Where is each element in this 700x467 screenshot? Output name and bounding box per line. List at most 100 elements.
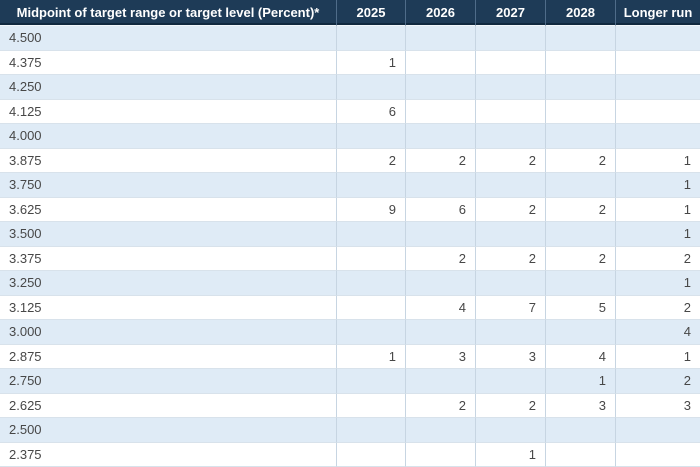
table-row: 3.000 4 [0,320,700,345]
count-longer-run [616,124,700,149]
count-2027 [476,418,546,443]
count-2026: 4 [406,295,476,320]
count-2027: 2 [476,393,546,418]
rate-label: 4.125 [0,99,337,124]
rate-label: 2.625 [0,393,337,418]
count-2027: 3 [476,344,546,369]
count-2028: 4 [546,344,616,369]
count-longer-run: 2 [616,296,700,320]
count-2026 [406,271,476,296]
count-2025 [337,295,406,320]
count-2028: 2 [546,246,616,271]
count-longer-run: 1 [616,222,700,247]
count-longer-run: 1 [616,345,700,369]
count-2025 [337,369,406,394]
count-2025: 1 [337,344,406,369]
count-2027: 1 [476,442,546,467]
table-row: 3.750 1 [0,173,700,198]
count-2026: 3 [406,344,476,369]
count-2025 [337,246,406,271]
rate-label: 2.375 [0,442,337,467]
count-2025: 1 [337,50,406,75]
count-2026 [406,50,476,75]
rate-label: 3.375 [0,246,337,271]
count-2025 [337,418,406,443]
count-2028: 2 [546,197,616,222]
table-row: 3.375 2 2 2 2 [0,246,700,271]
count-2026 [406,173,476,198]
count-2026: 2 [406,393,476,418]
rate-label: 2.500 [0,418,337,443]
count-2026: 2 [406,246,476,271]
count-longer-run [616,443,700,467]
table-header-row: Midpoint of target range or target level… [0,0,700,26]
table-row: 4.500 [0,26,700,51]
count-2028: 3 [546,393,616,418]
table-header-2028: 2028 [546,0,616,26]
count-2028 [546,75,616,100]
count-2027: 2 [476,246,546,271]
table-row: 3.875 2 2 2 2 1 [0,148,700,173]
rate-label: 2.875 [0,344,337,369]
count-2026 [406,99,476,124]
table-row: 2.875 1 3 3 4 1 [0,344,700,369]
count-2026 [406,75,476,100]
count-2028 [546,173,616,198]
count-2027 [476,271,546,296]
table-row: 2.625 2 2 3 3 [0,393,700,418]
rate-label: 3.000 [0,320,337,345]
count-2028 [546,222,616,247]
count-2025 [337,393,406,418]
count-longer-run [616,51,700,75]
count-2028 [546,442,616,467]
rate-label: 3.250 [0,271,337,296]
count-2026 [406,124,476,149]
count-2028 [546,50,616,75]
count-2025: 9 [337,197,406,222]
count-2025 [337,124,406,149]
count-2027: 7 [476,295,546,320]
count-2027 [476,75,546,100]
count-2025 [337,271,406,296]
count-2028: 5 [546,295,616,320]
rate-label: 4.000 [0,124,337,149]
table-row: 4.000 [0,124,700,149]
count-longer-run: 1 [616,271,700,296]
count-2025 [337,173,406,198]
count-2027: 2 [476,197,546,222]
table-header-label: Midpoint of target range or target level… [0,0,337,26]
count-2028 [546,418,616,443]
count-2025: 6 [337,99,406,124]
count-2026: 6 [406,197,476,222]
count-2028 [546,124,616,149]
count-longer-run [616,100,700,124]
rate-label: 3.625 [0,197,337,222]
count-2027 [476,173,546,198]
table-row: 4.250 [0,75,700,100]
table-row: 3.625 9 6 2 2 1 [0,197,700,222]
count-2028 [546,26,616,51]
count-2026 [406,442,476,467]
count-2026 [406,26,476,51]
table-header-2026: 2026 [406,0,476,26]
table-row: 3.125 4 7 5 2 [0,295,700,320]
count-2028 [546,320,616,345]
count-longer-run: 1 [616,198,700,222]
table-row: 3.250 1 [0,271,700,296]
count-2025 [337,320,406,345]
count-2026 [406,418,476,443]
count-2027 [476,222,546,247]
count-2025 [337,442,406,467]
count-2025: 2 [337,148,406,173]
table-header-2025: 2025 [337,0,406,26]
count-2028 [546,271,616,296]
table-row: 2.750 1 2 [0,369,700,394]
count-2028 [546,99,616,124]
rate-label: 3.500 [0,222,337,247]
table-row: 2.500 [0,418,700,443]
rate-label: 4.250 [0,75,337,100]
count-2027 [476,320,546,345]
table-row: 2.375 1 [0,442,700,467]
count-2026: 2 [406,148,476,173]
count-longer-run: 2 [616,369,700,394]
